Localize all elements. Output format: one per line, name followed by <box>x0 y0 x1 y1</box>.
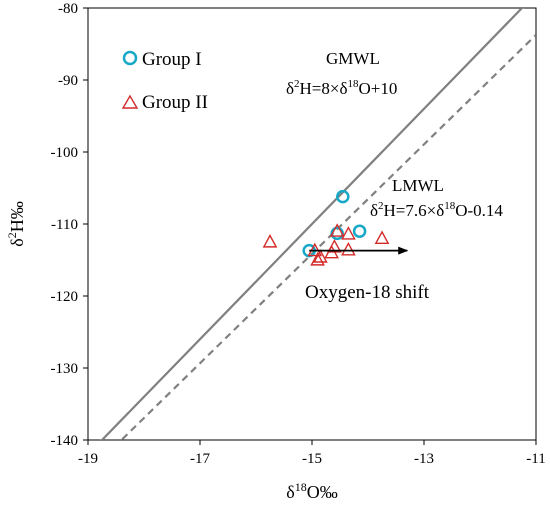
y-tick-label: -140 <box>51 433 79 449</box>
data-points <box>262 189 390 266</box>
x-tick-label: -13 <box>414 451 434 467</box>
y-tick-label: -80 <box>58 1 78 17</box>
axis-ticks: -19 -17 -15 -13 -11 -80 -90 -100 -110 -120 -130 -14… <box>51 1 546 467</box>
legend-label-group-2: Group II <box>142 92 208 113</box>
lmwl-line <box>119 34 536 440</box>
group-2-point <box>313 249 328 263</box>
x-tick-label: -19 <box>78 451 98 467</box>
group-1-point <box>330 226 344 241</box>
legend-marker-group-1 <box>122 50 138 66</box>
group-1-point <box>336 189 350 204</box>
gmwl-line <box>100 8 524 440</box>
lmwl-equation: δ2H=7.6×δ18O-0.14 <box>370 200 503 220</box>
oxygen-shift-label: Oxygen-18 shift <box>305 282 430 303</box>
y-tick-label: -130 <box>51 361 79 377</box>
group-2-point <box>310 252 325 266</box>
x-tick-label: -11 <box>526 451 545 467</box>
gmwl-label: GMWL <box>326 49 380 68</box>
x-axis-label: δ18O‰ <box>286 480 337 502</box>
legend-label-group-1: Group I <box>142 49 202 70</box>
y-axis-label: δ2H‰ <box>5 201 27 246</box>
x-tick-label: -17 <box>190 451 210 467</box>
x-tick-label: -15 <box>302 451 322 467</box>
group-2-point <box>341 241 356 256</box>
y-tick-label: -100 <box>51 145 79 161</box>
y-tick-label: -90 <box>58 73 78 89</box>
water-lines <box>100 8 536 440</box>
group-2-point <box>327 239 342 253</box>
group-2-point <box>329 223 345 237</box>
gmwl-equation: δ2H=8×δ18O+10 <box>286 78 397 98</box>
lmwl-label: LMWL <box>392 176 444 195</box>
group-2-point <box>374 230 390 244</box>
legend: Group I Group II <box>121 49 208 113</box>
group-2-point <box>262 234 278 248</box>
y-tick-label: -120 <box>51 289 79 305</box>
group-2-point <box>341 226 356 240</box>
y-tick-label: -110 <box>51 217 78 233</box>
legend-marker-group-2 <box>121 94 139 109</box>
group-1-point <box>352 224 367 238</box>
